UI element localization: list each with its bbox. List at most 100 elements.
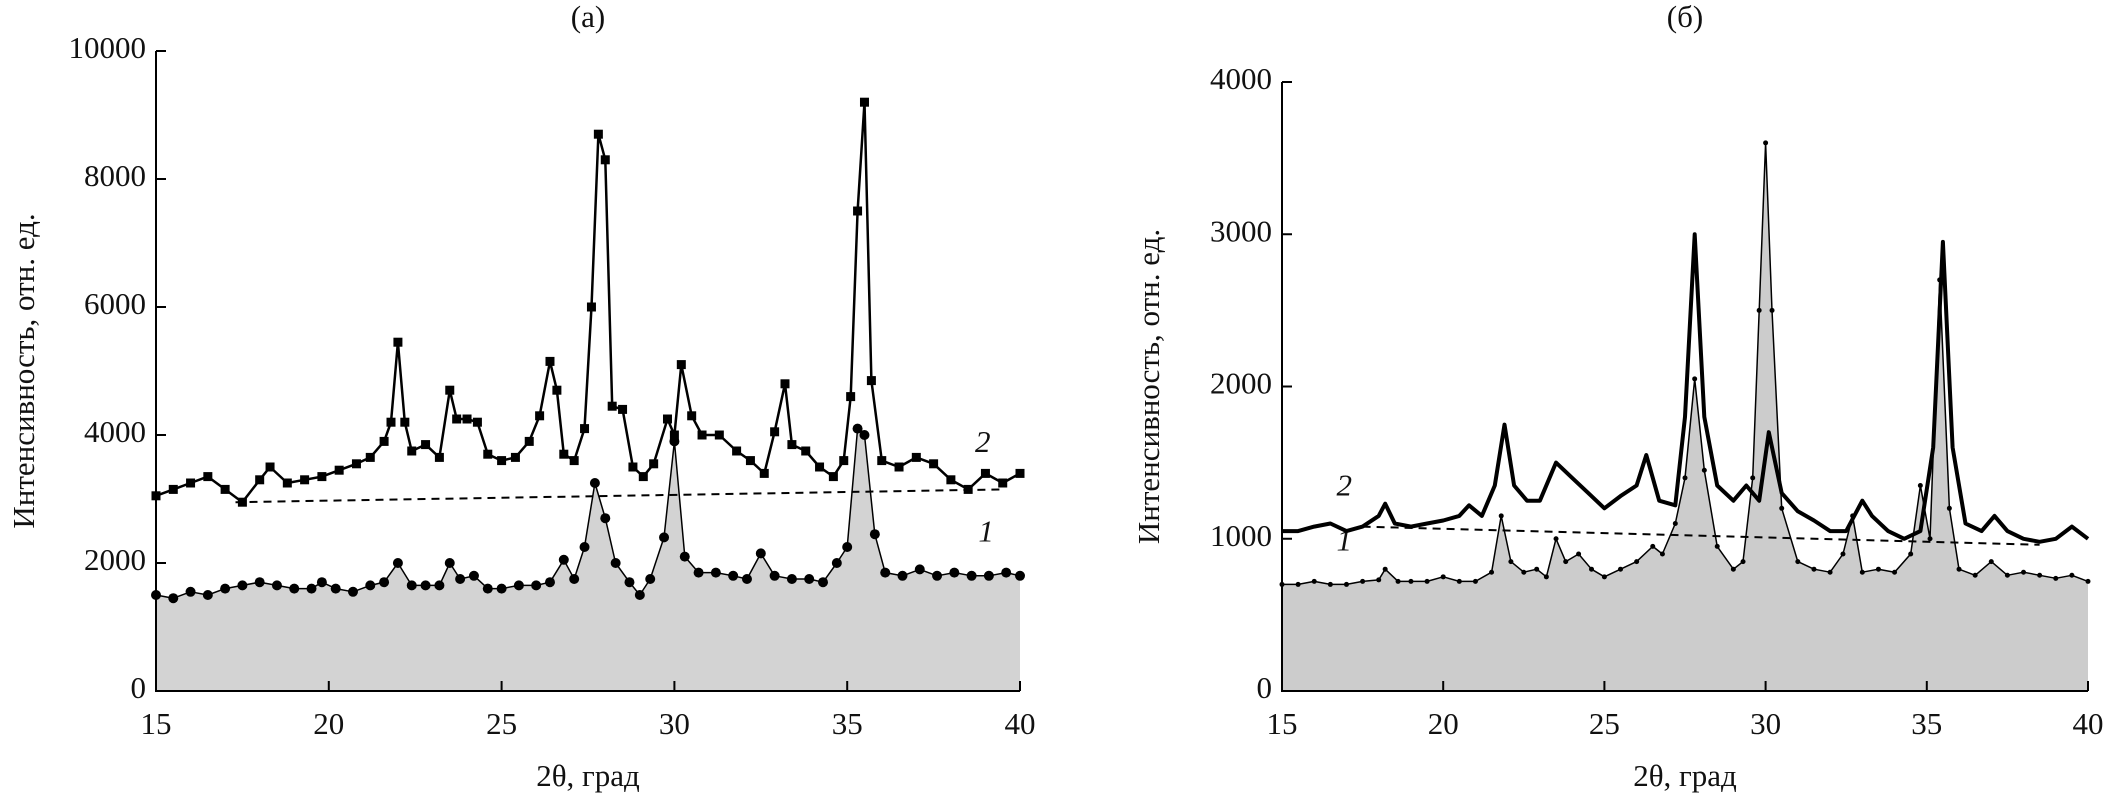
marker	[569, 574, 580, 584]
marker	[628, 462, 638, 472]
marker	[168, 484, 178, 494]
marker	[255, 475, 265, 485]
marker	[510, 452, 520, 462]
marker	[914, 564, 925, 575]
marker	[831, 558, 842, 568]
marker	[1650, 543, 1656, 549]
marker	[645, 574, 656, 584]
marker	[801, 446, 811, 456]
marker	[202, 590, 213, 600]
marker	[697, 430, 707, 440]
marker	[265, 462, 275, 472]
marker	[600, 513, 611, 524]
marker	[600, 155, 610, 165]
marker	[676, 360, 686, 370]
marker	[741, 574, 752, 584]
panel-title: (a)	[571, 0, 605, 34]
marker	[407, 446, 417, 456]
marker	[880, 567, 891, 578]
marker	[445, 385, 455, 395]
marker	[1395, 578, 1401, 584]
marker	[1701, 467, 1707, 473]
x-tick-label: 30	[659, 706, 690, 741]
marker	[1740, 559, 1746, 565]
marker	[271, 580, 282, 591]
series-label: 1	[978, 514, 994, 549]
marker	[1498, 513, 1504, 519]
panel-title: (б)	[1667, 0, 1703, 34]
y-tick-label: 4000	[1210, 61, 1272, 96]
marker	[866, 376, 876, 386]
marker	[687, 411, 697, 421]
marker	[421, 440, 431, 450]
marker	[610, 558, 621, 568]
marker	[1601, 574, 1607, 580]
marker	[544, 577, 555, 588]
x-tick-label: 20	[1428, 706, 1459, 741]
y-tick-label: 0	[1257, 670, 1273, 705]
marker	[586, 302, 596, 312]
marker	[852, 423, 863, 434]
marker	[859, 97, 869, 107]
marker	[745, 456, 755, 466]
marker	[237, 580, 248, 591]
marker	[1908, 551, 1914, 557]
marker	[932, 570, 943, 581]
marker	[559, 449, 569, 459]
x-tick-label: 20	[313, 706, 344, 741]
x-tick-label: 40	[1005, 706, 1036, 741]
marker	[710, 567, 721, 578]
marker	[392, 558, 403, 568]
marker	[531, 580, 542, 591]
marker	[1972, 572, 1978, 578]
baseline	[1362, 525, 2040, 546]
marker	[662, 414, 672, 424]
x-tick-label: 35	[1911, 706, 1942, 741]
marker	[1795, 559, 1801, 565]
marker	[1730, 566, 1736, 572]
marker	[1763, 140, 1769, 146]
marker	[593, 129, 603, 139]
marker	[455, 574, 466, 584]
marker	[351, 459, 361, 469]
marker	[624, 577, 635, 588]
marker	[839, 456, 849, 466]
marker	[894, 462, 904, 472]
marker	[1589, 566, 1595, 572]
marker	[220, 484, 230, 494]
marker	[649, 459, 659, 469]
marker	[929, 459, 939, 469]
marker	[306, 583, 317, 594]
marker	[220, 583, 231, 594]
marker	[496, 583, 507, 594]
marker	[669, 430, 679, 440]
marker	[1692, 376, 1698, 382]
marker	[759, 468, 769, 478]
marker	[780, 379, 790, 389]
x-tick-label: 15	[141, 706, 172, 741]
y-tick-label: 4000	[84, 414, 146, 449]
marker	[770, 427, 780, 437]
x-tick-label: 15	[1267, 706, 1298, 741]
marker	[1521, 569, 1527, 575]
marker	[946, 475, 956, 485]
y-tick-label: 3000	[1210, 213, 1272, 248]
marker	[1456, 578, 1462, 584]
y-tick-label: 6000	[84, 286, 146, 321]
marker	[1553, 536, 1559, 542]
area	[1282, 142, 2088, 691]
marker	[2004, 572, 2010, 578]
series-label: 2	[975, 424, 991, 459]
marker	[638, 472, 648, 482]
marker	[787, 440, 797, 450]
marker	[1956, 566, 1962, 572]
marker	[483, 449, 493, 459]
marker	[983, 570, 994, 581]
marker	[804, 574, 815, 584]
marker	[1634, 559, 1640, 565]
marker	[393, 337, 403, 347]
marker	[1563, 559, 1569, 565]
marker	[472, 417, 482, 427]
marker	[289, 583, 300, 594]
